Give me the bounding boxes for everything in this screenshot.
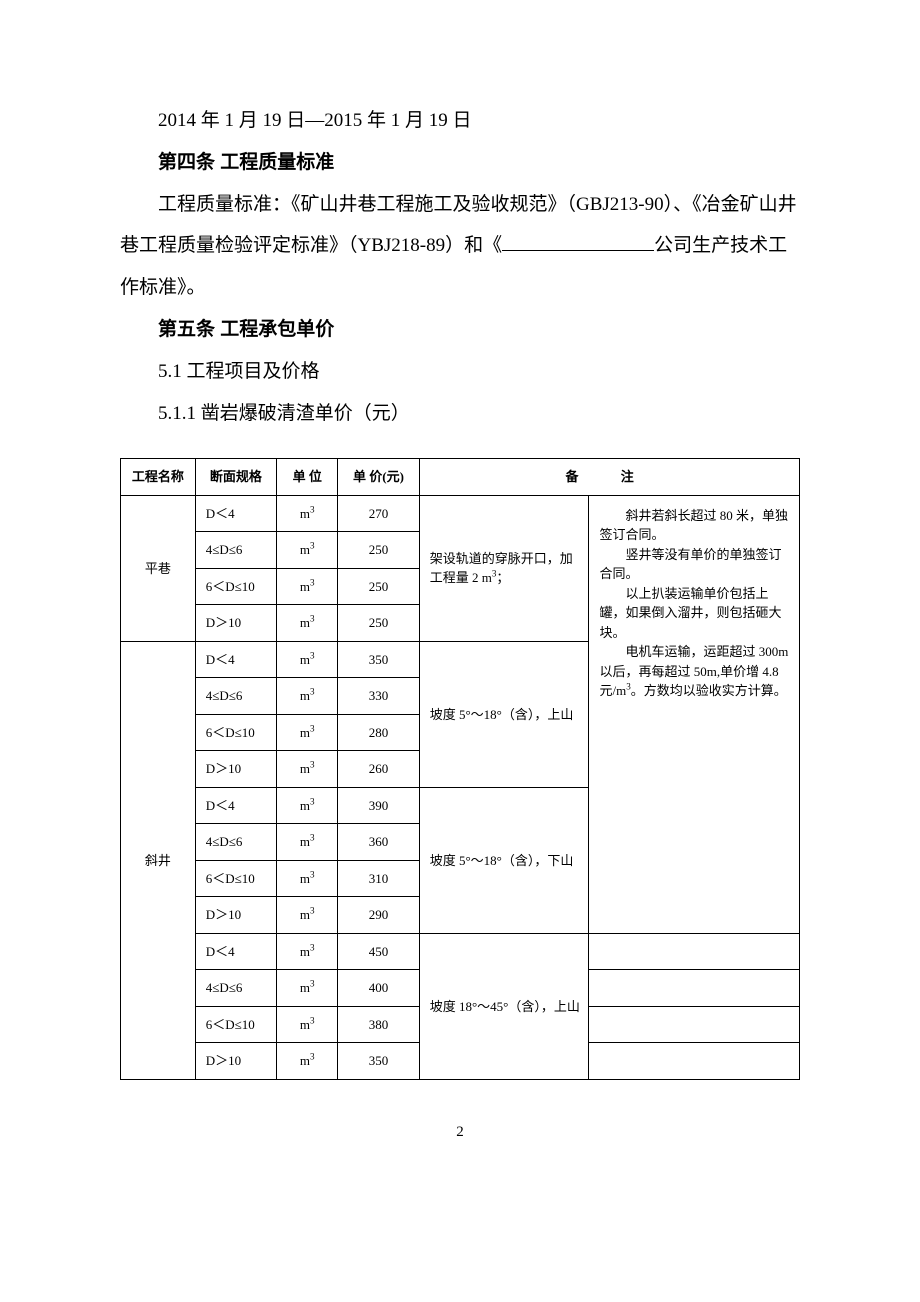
date-range: 2014 年 1 月 19 日—2015 年 1 月 19 日	[120, 100, 800, 142]
cell-remarks: 斜井若斜长超过 80 米，单独签订合同。 竖井等没有单价的单独签订合同。 以上扒…	[589, 495, 800, 933]
col-spec: 断面规格	[195, 459, 276, 496]
table-header-row: 工程名称 断面规格 单 位 单 价(元) 备 注	[121, 459, 800, 496]
cell-spec: 6＜D≤10	[195, 568, 276, 605]
col-project-name: 工程名称	[121, 459, 196, 496]
cell-unit: m3	[277, 714, 338, 751]
cell-spec: D＜4	[195, 787, 276, 824]
cell-price: 450	[338, 933, 419, 970]
cell-unit: m3	[277, 860, 338, 897]
cell-spec: D＜4	[195, 933, 276, 970]
remark-line: 竖井等没有单价的单独签订合同。	[599, 545, 789, 584]
cell-price: 330	[338, 678, 419, 715]
cell-price: 250	[338, 605, 419, 642]
cell-spec: 4≤D≤6	[195, 678, 276, 715]
article-4-paragraph: 工程质量标准：《矿山井巷工程施工及验收规范》（GBJ213-90）、《冶金矿山井…	[120, 184, 800, 309]
cell-spec: 4≤D≤6	[195, 970, 276, 1007]
cell-spec: D＜4	[195, 641, 276, 678]
table-row: 平巷 D＜4 m3 270 架设轨道的穿脉开口，加工程量 2 m3； 斜井若斜长…	[121, 495, 800, 532]
col-unit: 单 位	[277, 459, 338, 496]
cell-spec: D＞10	[195, 751, 276, 788]
cell-empty	[589, 933, 800, 970]
cell-unit: m3	[277, 605, 338, 642]
page-number: 2	[120, 1116, 800, 1149]
remark-line: 以上扒装运输单价包括上罐，如果倒入溜井，则包括砸大块。	[599, 584, 789, 643]
col-remark: 备 注	[419, 459, 799, 496]
cell-unit: m3	[277, 933, 338, 970]
remark-line: 斜井若斜长超过 80 米，单独签订合同。	[599, 506, 789, 545]
page-content: 2014 年 1 月 19 日—2015 年 1 月 19 日 第四条 工程质量…	[0, 0, 920, 1209]
cell-price: 280	[338, 714, 419, 751]
fill-in-blank	[502, 231, 654, 251]
cell-unit: m3	[277, 824, 338, 861]
cell-spec: 4≤D≤6	[195, 532, 276, 569]
cell-price: 390	[338, 787, 419, 824]
cell-unit: m3	[277, 1006, 338, 1043]
cell-unit: m3	[277, 897, 338, 934]
cell-section-name: 平巷	[121, 495, 196, 641]
remark-line: 电机车运输，运距超过 300m 以后，再每超过 50m,单价增 4.8 元/m3…	[599, 642, 789, 701]
cell-price: 290	[338, 897, 419, 934]
cell-price: 360	[338, 824, 419, 861]
cell-unit: m3	[277, 1043, 338, 1080]
section-5-1: 5.1 工程项目及价格	[120, 351, 800, 393]
cell-unit: m3	[277, 568, 338, 605]
cell-spec: 4≤D≤6	[195, 824, 276, 861]
cell-unit: m3	[277, 495, 338, 532]
cell-section-name: 斜井	[121, 641, 196, 1079]
article-5-heading: 第五条 工程承包单价	[120, 309, 800, 351]
cell-spec: 6＜D≤10	[195, 860, 276, 897]
cell-price: 310	[338, 860, 419, 897]
cell-price: 250	[338, 568, 419, 605]
cell-spec: 6＜D≤10	[195, 714, 276, 751]
cell-unit: m3	[277, 970, 338, 1007]
cell-spec: 6＜D≤10	[195, 1006, 276, 1043]
cell-spec: D＞10	[195, 1043, 276, 1080]
cell-sub-note: 坡度 5°～18°（含），下山	[419, 787, 589, 933]
cell-price: 350	[338, 641, 419, 678]
article-4-heading: 第四条 工程质量标准	[120, 142, 800, 184]
table-row: D＜4 m3 450 坡度 18°～45°（含），上山	[121, 933, 800, 970]
cell-price: 250	[338, 532, 419, 569]
cell-spec: D＞10	[195, 897, 276, 934]
cell-unit: m3	[277, 678, 338, 715]
cell-sub-note: 架设轨道的穿脉开口，加工程量 2 m3；	[419, 495, 589, 641]
pricing-table: 工程名称 断面规格 单 位 单 价(元) 备 注 平巷 D＜4 m3 270 架…	[120, 458, 800, 1080]
cell-price: 350	[338, 1043, 419, 1080]
cell-unit: m3	[277, 751, 338, 788]
cell-empty	[589, 1006, 800, 1043]
cell-empty	[589, 1043, 800, 1080]
cell-sub-note: 坡度 18°～45°（含），上山	[419, 933, 589, 1079]
cell-spec: D＜4	[195, 495, 276, 532]
cell-price: 270	[338, 495, 419, 532]
cell-unit: m3	[277, 532, 338, 569]
cell-price: 400	[338, 970, 419, 1007]
cell-unit: m3	[277, 641, 338, 678]
cell-price: 260	[338, 751, 419, 788]
cell-unit: m3	[277, 787, 338, 824]
cell-sub-note: 坡度 5°～18°（含），上山	[419, 641, 589, 787]
col-price: 单 价(元)	[338, 459, 419, 496]
cell-spec: D＞10	[195, 605, 276, 642]
section-5-1-1: 5.1.1 凿岩爆破清渣单价（元）	[120, 393, 800, 435]
cell-price: 380	[338, 1006, 419, 1043]
cell-empty	[589, 970, 800, 1007]
